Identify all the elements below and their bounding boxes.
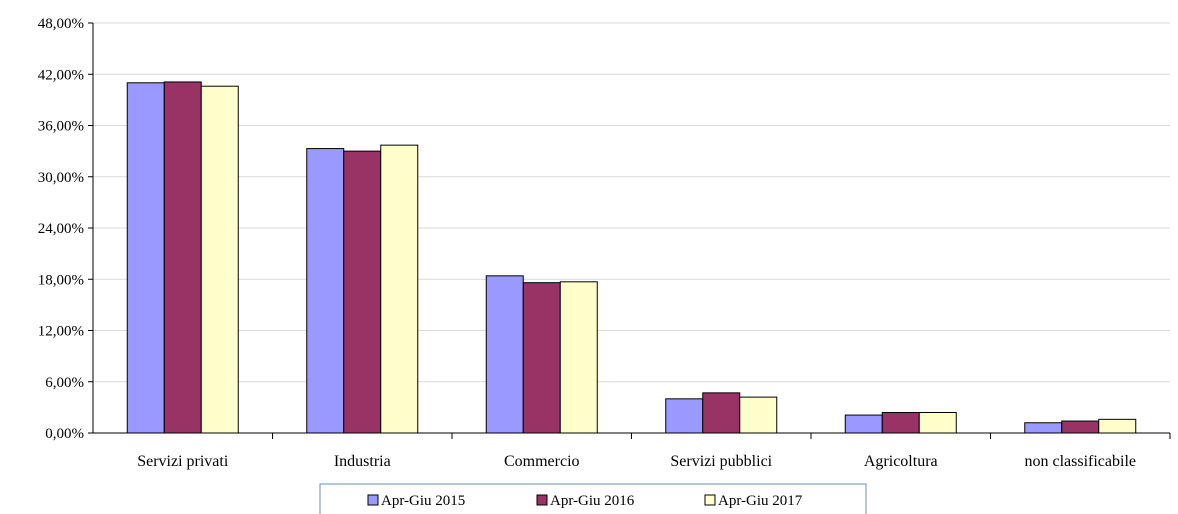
x-tick-label: Servizi privati bbox=[137, 453, 229, 470]
y-tick-label: 48,00% bbox=[38, 16, 84, 32]
y-tick-label: 0,00% bbox=[45, 426, 84, 442]
x-tick-label: non classificabile bbox=[1024, 453, 1136, 470]
x-tick-label: Commercio bbox=[504, 453, 580, 470]
y-tick-label: 24,00% bbox=[38, 221, 84, 237]
bar bbox=[1024, 422, 1063, 434]
y-tick-label: 12,00% bbox=[38, 324, 84, 340]
bar bbox=[702, 392, 741, 434]
bar bbox=[918, 412, 957, 434]
bars bbox=[126, 81, 1137, 434]
bar bbox=[665, 398, 704, 434]
x-tick-label: Agricoltura bbox=[864, 453, 938, 470]
bar bbox=[881, 412, 920, 434]
gridlines bbox=[93, 22, 1170, 383]
bar bbox=[1098, 418, 1137, 434]
legend-swatch bbox=[367, 494, 379, 506]
y-tick-label: 30,00% bbox=[38, 170, 84, 186]
axes: 0,00% 6,00% 12,00% 18,00% 24,00% 30,00% 36,00%… bbox=[38, 16, 1171, 470]
bar bbox=[522, 282, 561, 434]
bar bbox=[380, 144, 419, 434]
bar bbox=[1061, 420, 1100, 434]
bar bbox=[200, 85, 239, 434]
bar bbox=[343, 150, 382, 434]
bar bbox=[306, 148, 345, 434]
bar bbox=[844, 414, 883, 434]
bar bbox=[126, 82, 165, 434]
bar bbox=[739, 396, 778, 434]
x-tick-label: Industria bbox=[334, 453, 391, 470]
x-tick-label: Servizi pubblici bbox=[670, 453, 772, 470]
legend-label: Apr-Giu 2015 bbox=[381, 493, 465, 509]
legend-swatch bbox=[704, 494, 716, 506]
legend-label: Apr-Giu 2016 bbox=[550, 493, 635, 509]
bar bbox=[559, 281, 598, 434]
y-tick-label: 18,00% bbox=[38, 272, 84, 288]
legend-box bbox=[319, 483, 867, 514]
bar bbox=[485, 275, 524, 434]
legend-label: Apr-Giu 2017 bbox=[718, 493, 803, 509]
legend: Apr-Giu 2015 Apr-Giu 2016 Apr-Giu 2017 bbox=[319, 483, 867, 514]
y-tick-label: 42,00% bbox=[38, 67, 84, 83]
bar bbox=[163, 81, 202, 434]
y-tick-label: 6,00% bbox=[45, 375, 84, 391]
y-tick-label: 36,00% bbox=[38, 119, 84, 135]
legend-swatch bbox=[536, 494, 548, 506]
